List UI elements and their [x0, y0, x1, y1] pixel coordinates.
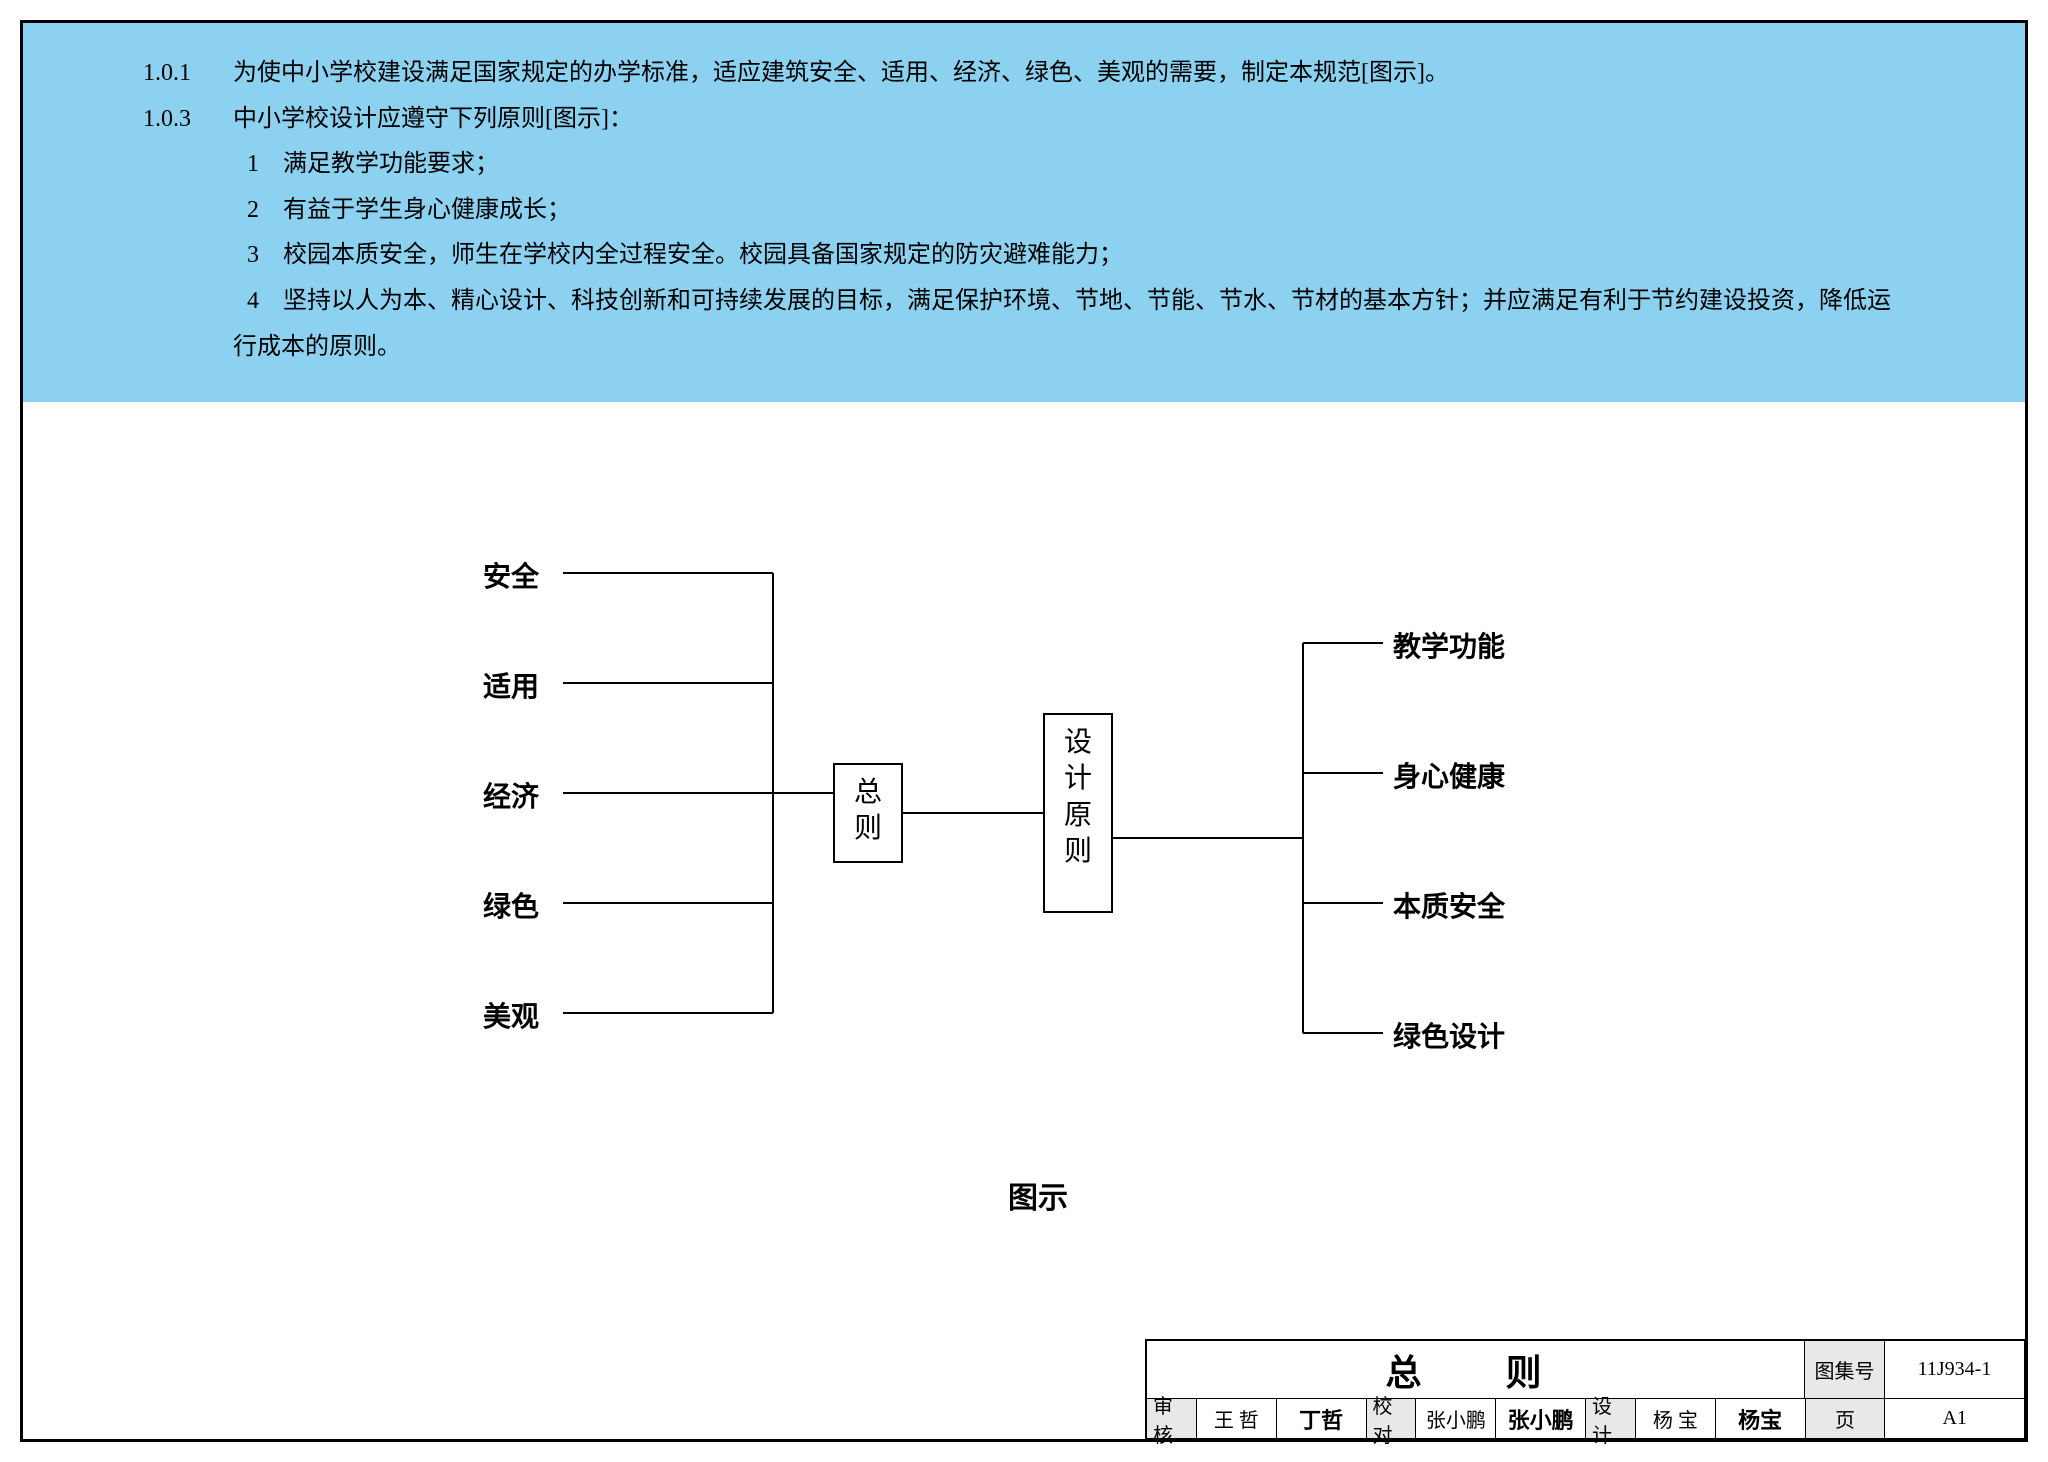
diagram-caption: 图示	[1008, 1173, 1068, 1217]
role-signature: 丁哲	[1299, 1403, 1343, 1435]
role-signature: 张小鹏	[1508, 1403, 1574, 1435]
header-band: 1.0.1为使中小学校建设满足国家规定的办学标准，适应建筑安全、适用、经济、绿色…	[23, 23, 2025, 402]
role-signature-cell: 张小鹏	[1496, 1399, 1586, 1439]
right-output-label: 身心健康	[1393, 755, 1505, 795]
left-input-label: 适用	[483, 665, 539, 705]
page-frame: 1.0.1为使中小学校建设满足国家规定的办学标准，适应建筑安全、适用、经济、绿色…	[20, 20, 2028, 1442]
subitem-line: 4坚持以人为本、精心设计、科技创新和可持续发展的目标，满足保护环境、节地、节能、…	[143, 279, 1905, 370]
clause-line: 1.0.3中小学校设计应遵守下列原则[图示]：	[143, 97, 1905, 143]
left-input-label: 经济	[483, 775, 539, 815]
role-name: 杨 宝	[1636, 1399, 1716, 1439]
role-signature-cell: 杨宝	[1716, 1399, 1806, 1439]
role-signature-cell: 丁哲	[1277, 1399, 1367, 1439]
subitem-number: 3	[233, 233, 273, 279]
subitem-text: 有益于学生身心健康成长；	[283, 197, 571, 223]
role-signature: 杨宝	[1738, 1403, 1782, 1435]
role-label: 设计	[1586, 1399, 1636, 1439]
clause-line: 1.0.1为使中小学校建设满足国家规定的办学标准，适应建筑安全、适用、经济、绿色…	[143, 51, 1905, 97]
center-node-zongze: 总 则	[833, 763, 903, 863]
right-output-label: 绿色设计	[1393, 1015, 1505, 1055]
set-number-value: 11J934-1	[1885, 1341, 2025, 1399]
diagram-area: 安全适用经济绿色美观 总 则 设 计 原 则 教学功能身心健康本质安全绿色设计图示	[23, 443, 2025, 1319]
titleblock-row-2: 审核王 哲丁哲校对张小鹏张小鹏设计杨 宝杨宝页A1	[1147, 1399, 2025, 1439]
role-name: 张小鹏	[1416, 1399, 1496, 1439]
clause-text: 中小学校设计应遵守下列原则[图示]：	[233, 106, 633, 132]
left-input-label: 安全	[483, 555, 539, 595]
center-node-label: 设 计 原 则	[1057, 725, 1099, 871]
clause-number: 1.0.3	[143, 97, 233, 143]
subitem-line: 2 有益于学生身心健康成长；	[143, 188, 1905, 234]
center-node-shejiyuanze: 设 计 原 则	[1043, 713, 1113, 913]
subitem-number: 2	[233, 188, 273, 234]
subitem-line: 3 校园本质安全，师生在学校内全过程安全。校园具备国家规定的防灾避难能力；	[143, 233, 1905, 279]
left-input-label: 绿色	[483, 885, 539, 925]
role-label: 校对	[1367, 1399, 1417, 1439]
page-number-value: A1	[1885, 1399, 2025, 1439]
center-node-label: 总 则	[847, 775, 889, 848]
page-number-label: 页	[1806, 1399, 1886, 1439]
subitem-line: 1 满足教学功能要求；	[143, 142, 1905, 188]
subitem-text: 满足教学功能要求；	[283, 151, 499, 177]
subitem-number: 4	[233, 279, 273, 325]
role-name: 王 哲	[1197, 1399, 1277, 1439]
clause-text: 为使中小学校建设满足国家规定的办学标准，适应建筑安全、适用、经济、绿色、美观的需…	[233, 60, 1449, 86]
title-block: 总 则图集号11J934-1审核王 哲丁哲校对张小鹏张小鹏设计杨 宝杨宝页A1	[1145, 1339, 2025, 1439]
right-output-label: 教学功能	[1393, 625, 1505, 665]
drawing-title: 总 则	[1147, 1341, 1805, 1399]
right-output-label: 本质安全	[1393, 885, 1505, 925]
left-input-label: 美观	[483, 995, 539, 1035]
titleblock-row-1: 总 则图集号11J934-1	[1147, 1341, 2025, 1399]
role-label: 审核	[1147, 1399, 1197, 1439]
subitem-number: 1	[233, 142, 273, 188]
subitem-text: 校园本质安全，师生在学校内全过程安全。校园具备国家规定的防灾避难能力；	[283, 242, 1123, 268]
clause-number: 1.0.1	[143, 51, 233, 97]
set-number-label: 图集号	[1805, 1341, 1885, 1399]
subitem-text: 坚持以人为本、精心设计、科技创新和可持续发展的目标，满足保护环境、节地、节能、节…	[233, 288, 1891, 360]
